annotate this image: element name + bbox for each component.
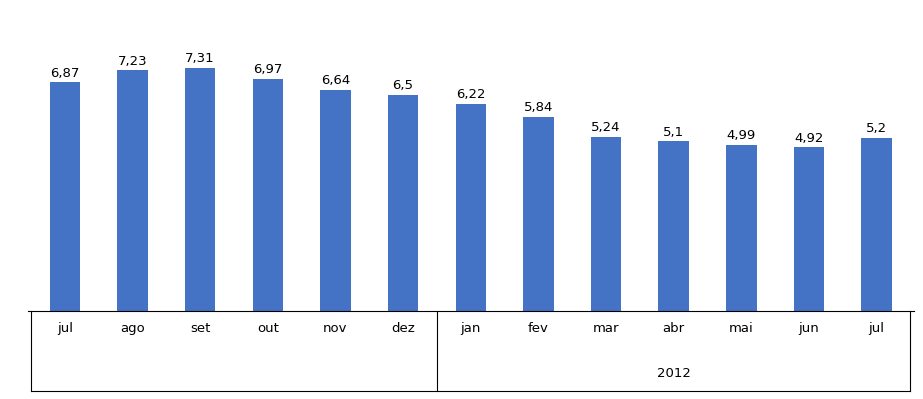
Text: 5,1: 5,1 — [663, 126, 684, 138]
Bar — [794, 147, 824, 311]
Text: 6,97: 6,97 — [253, 63, 282, 76]
Text: 2012: 2012 — [656, 367, 690, 380]
Bar — [388, 95, 418, 311]
Text: 4,92: 4,92 — [794, 132, 823, 144]
Text: 7,23: 7,23 — [118, 55, 148, 67]
Bar — [658, 141, 689, 311]
Bar — [523, 117, 554, 311]
Text: 6,64: 6,64 — [321, 74, 350, 87]
Text: 5,2: 5,2 — [866, 122, 887, 135]
Text: 7,31: 7,31 — [186, 52, 215, 65]
Bar — [185, 67, 215, 311]
Text: 6,87: 6,87 — [50, 67, 79, 79]
Text: 6,22: 6,22 — [456, 88, 485, 101]
Bar — [253, 79, 283, 311]
Bar — [726, 145, 757, 311]
Bar — [320, 90, 351, 311]
Text: 5,84: 5,84 — [523, 101, 553, 114]
Text: 4,99: 4,99 — [726, 129, 756, 142]
Bar — [117, 70, 148, 311]
Text: 5,24: 5,24 — [592, 121, 621, 134]
Bar — [591, 136, 621, 311]
Text: 6,5: 6,5 — [392, 79, 414, 92]
Bar — [861, 138, 892, 311]
Bar — [456, 104, 485, 311]
Bar — [50, 82, 80, 311]
